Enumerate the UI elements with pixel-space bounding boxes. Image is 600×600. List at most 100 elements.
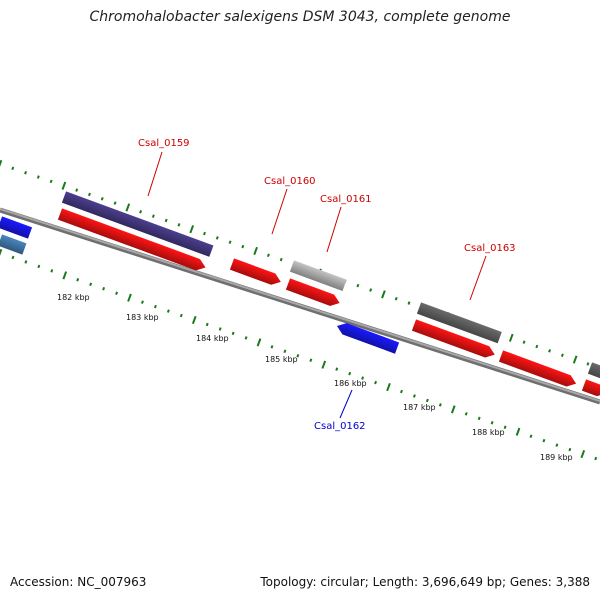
minor-tick (49, 179, 53, 184)
gene-right-red2-shade (581, 379, 600, 397)
major-tick (189, 225, 195, 234)
minor-tick (522, 340, 526, 344)
gene-csal-0161-top-shade (289, 260, 347, 291)
gene-csal-0162 (337, 323, 400, 354)
major-tick (191, 315, 197, 325)
kbp-label: 183 kbp (126, 313, 159, 322)
minor-tick (586, 362, 590, 366)
minor-tick (153, 304, 157, 309)
minor-tick (374, 380, 378, 385)
minor-tick (348, 371, 352, 376)
gene-csal-0161-shade (285, 278, 340, 306)
minor-tick (166, 309, 170, 313)
major-tick (0, 248, 3, 258)
minor-tick (228, 240, 232, 244)
gene-csal-0160-shade (229, 258, 281, 285)
major-tick (61, 181, 67, 190)
minor-tick (37, 264, 41, 269)
minor-tick (490, 421, 494, 425)
minor-tick (394, 296, 398, 301)
callout-line-csal_0159 (147, 151, 163, 197)
gene-csal-0163-top (416, 302, 502, 344)
minor-tick (11, 166, 15, 171)
gene-csal-0159-top-shade (61, 191, 214, 257)
gene-csal-0163-shade (411, 319, 495, 358)
minor-tick (139, 210, 143, 214)
gene-csal-0163-top-shade (416, 302, 502, 344)
kbp-label: 187 kbp (403, 403, 436, 412)
gene-right-grey (587, 362, 600, 381)
gene-csal-0159-top (61, 191, 214, 257)
minor-tick (438, 403, 442, 407)
major-tick (508, 333, 514, 342)
gene-label-csal_0160: Csal_0160 (264, 176, 316, 187)
callout-line-csal_0161 (326, 206, 342, 253)
minor-tick (529, 434, 533, 438)
minor-tick (535, 344, 539, 349)
minor-tick (477, 416, 481, 421)
major-tick (253, 246, 258, 256)
gene-callouts: Csal_0159 Csal_0160 Csal_0161 Csal_0163 Csal… (138, 138, 516, 432)
minor-tick (151, 214, 155, 218)
gene-csal-0159-shade (57, 208, 206, 271)
minor-tick (309, 358, 313, 362)
kbp-label: 184 kbp (196, 334, 229, 343)
minor-tick (400, 389, 403, 394)
major-tick (572, 355, 578, 364)
minor-tick (464, 412, 468, 416)
kbp-label: 189 kbp (540, 453, 573, 462)
gene-features (0, 191, 600, 397)
minor-tick (356, 283, 360, 288)
minor-tick (141, 300, 144, 304)
minor-tick (568, 447, 572, 452)
accession-text: Accession: NC_007963 (10, 575, 147, 589)
minor-tick (75, 188, 79, 192)
minor-tick (296, 354, 300, 358)
minor-tick (555, 443, 559, 447)
minor-tick (102, 286, 106, 291)
minor-tick (113, 201, 117, 205)
minor-tick (560, 353, 564, 357)
gene-left-lightblue (0, 234, 27, 255)
minor-tick (279, 257, 283, 262)
genome-summary-text: Topology: circular; Length: 3,696,649 bp… (260, 575, 590, 589)
callout-line-csal_0163 (469, 255, 487, 301)
backbone (0, 207, 600, 405)
gene-left-blue (0, 216, 33, 239)
minor-tick (50, 269, 54, 273)
kbp-label: 188 kbp (472, 428, 505, 437)
minor-tick (241, 244, 245, 249)
map-title: Chromohalobacter salexigens DSM 3043, co… (89, 9, 511, 25)
minor-tick (88, 192, 91, 197)
minor-tick (266, 253, 270, 258)
minor-tick (115, 291, 119, 295)
major-tick (256, 338, 262, 347)
gene-csal-0159 (57, 208, 206, 271)
major-tick (62, 271, 68, 280)
minor-tick (270, 345, 274, 349)
major-tick (450, 405, 456, 414)
minor-tick (231, 331, 235, 336)
minor-tick (407, 301, 411, 305)
kbp-label: 185 kbp (265, 355, 298, 364)
minor-tick (215, 236, 219, 240)
major-tick (125, 203, 131, 212)
minor-tick (412, 394, 416, 398)
gene-left-blue-shade (0, 216, 33, 239)
major-tick (0, 159, 3, 169)
gene-label-csal_0161: Csal_0161 (320, 194, 372, 205)
minor-tick (205, 322, 209, 327)
kbp-label: 182 kbp (57, 293, 90, 302)
minor-tick (24, 170, 28, 175)
minor-tick (76, 278, 80, 282)
minor-tick (503, 425, 507, 430)
gene-left-lightblue-shade (0, 234, 27, 255)
gene-label-csal_0159: Csal_0159 (138, 138, 190, 149)
minor-tick (594, 456, 598, 461)
gene-label-csal_0163: Csal_0163 (464, 243, 516, 254)
major-tick (386, 382, 391, 392)
minor-tick (36, 175, 40, 179)
major-tick (321, 360, 327, 369)
minor-tick (177, 223, 181, 227)
gene-right-grey-shade (587, 362, 600, 381)
